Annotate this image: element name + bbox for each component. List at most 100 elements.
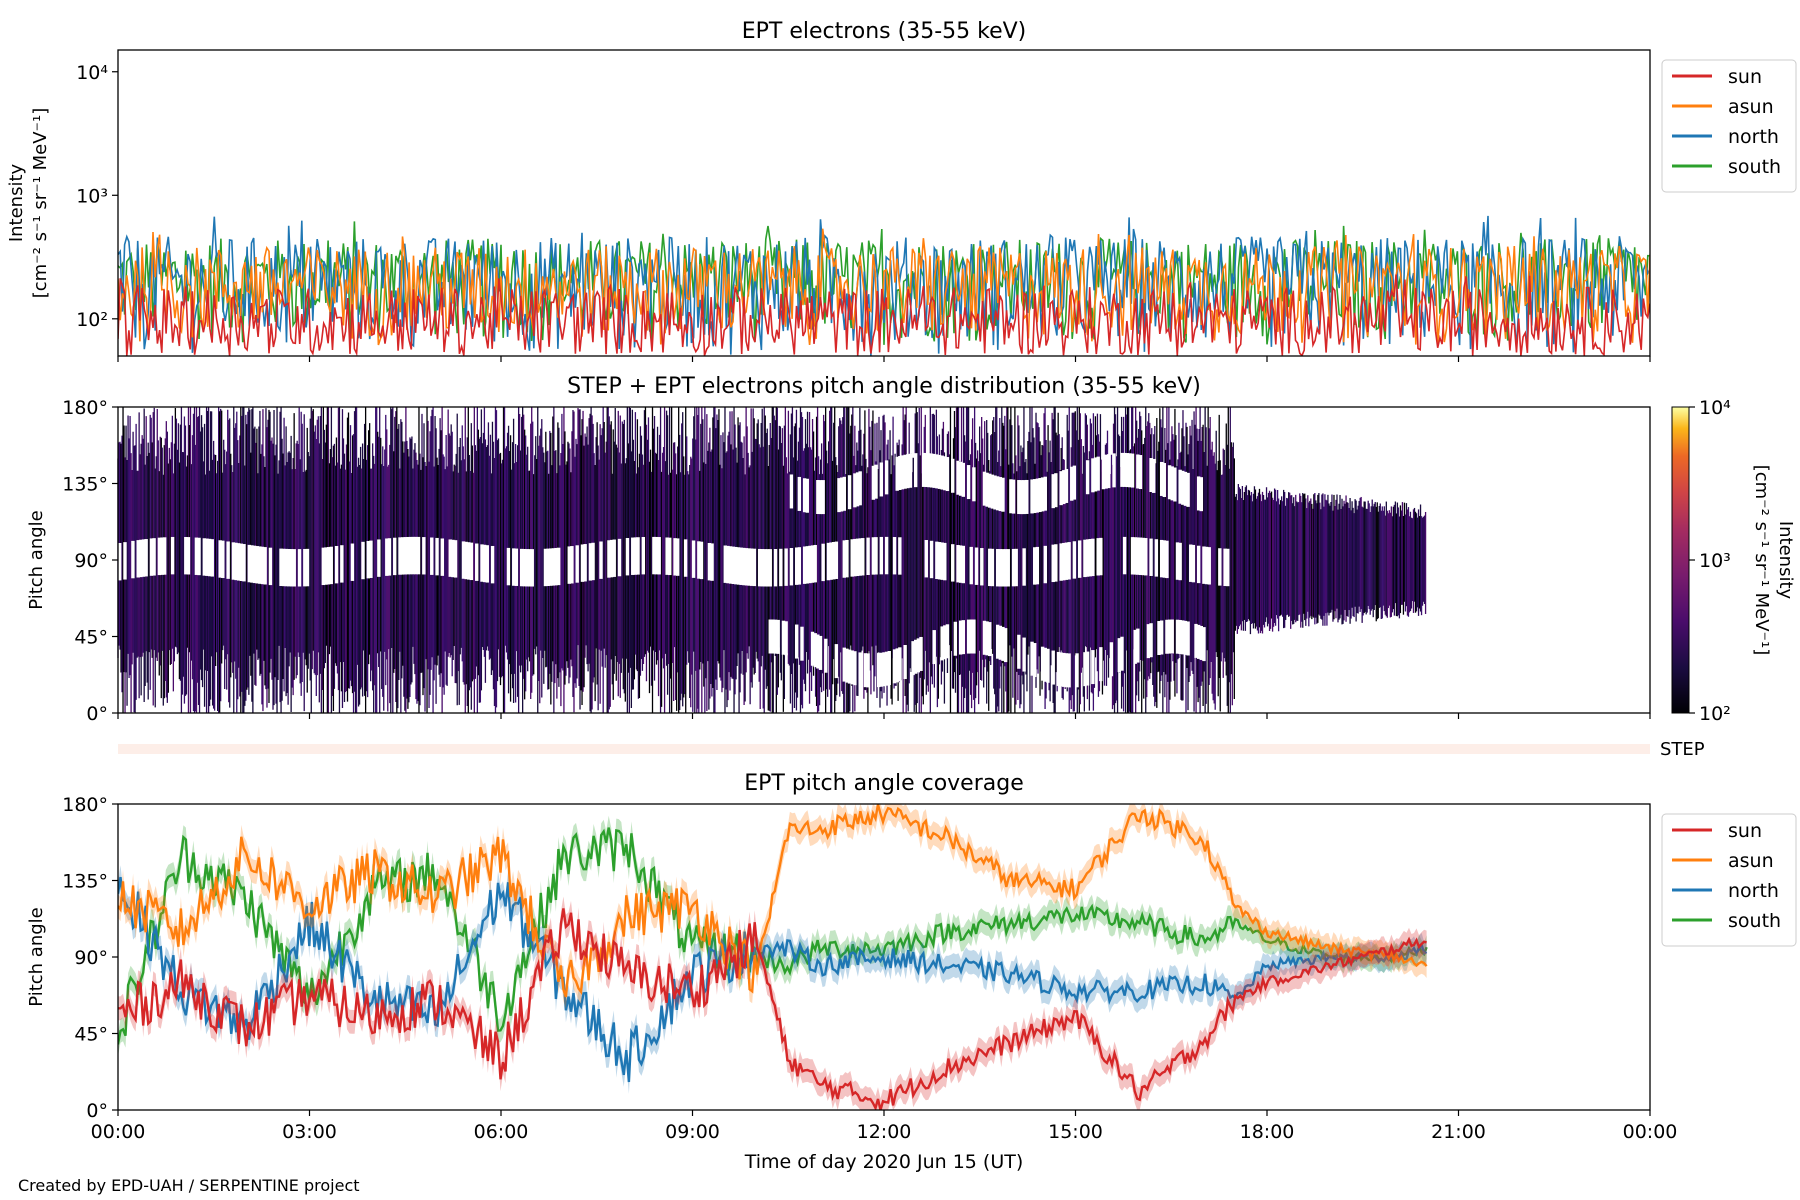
pad-gap — [1030, 479, 1034, 514]
pad-gap — [1157, 621, 1161, 656]
pad-gap — [990, 548, 995, 587]
pad-gap — [781, 620, 786, 655]
pad-gap — [747, 548, 751, 586]
pad-gap — [784, 548, 788, 586]
pad-gap — [813, 633, 817, 668]
pad-gap — [1001, 549, 1005, 587]
pad-gap — [1178, 469, 1182, 504]
pad-gap — [958, 545, 963, 583]
intensity-panel: EPT electrons (35-55 keV) 10² 10³ 10⁴ Inte… — [6, 19, 1797, 362]
pad-gap — [1136, 454, 1140, 489]
pad-gap — [932, 453, 936, 488]
pad-gap — [808, 545, 812, 584]
pad-gap — [972, 619, 976, 654]
legend-frame — [1661, 813, 1797, 947]
pad-gap — [1030, 641, 1034, 676]
pad-gap — [1062, 542, 1066, 581]
pad-gap — [570, 546, 574, 584]
pad-gap — [898, 537, 902, 575]
panel2-ytick-label: 0° — [86, 703, 108, 725]
pad-gap — [736, 547, 741, 585]
pad-gap — [599, 541, 603, 579]
pad-gap — [1120, 636, 1124, 671]
pad-gap — [226, 541, 230, 579]
pad-gap — [184, 536, 188, 575]
pad-gap — [723, 545, 727, 583]
pad-gap — [903, 454, 907, 489]
pad-gap — [921, 452, 926, 487]
pad-gap — [699, 541, 704, 580]
panel1-ylabel: Intensity — [6, 163, 27, 242]
pad-gap — [845, 539, 849, 578]
pad-gap — [1043, 647, 1047, 682]
panel2-ytick-label: 135° — [62, 474, 108, 496]
pad-gap — [802, 546, 807, 584]
pad-gap — [411, 536, 415, 575]
pad-gap — [554, 547, 558, 586]
pad-gap — [652, 536, 656, 575]
pitch-angle-coverage-panel: EPT pitch angle coverage 0° 45° 90° 135° 180… — [26, 771, 1797, 1173]
pad-gap — [858, 538, 862, 576]
pad-gap — [1149, 458, 1153, 493]
pad-gap — [1064, 468, 1069, 503]
pad-gap — [995, 476, 1000, 511]
pad-gap — [988, 548, 992, 587]
pad-gap — [118, 543, 122, 581]
pad-gap — [1202, 546, 1206, 584]
pad-gap — [284, 548, 289, 587]
pad-gap — [958, 461, 963, 496]
pad-gap — [186, 537, 191, 575]
pad-gap — [1226, 548, 1230, 587]
pad-gap — [943, 542, 947, 581]
pad-gap — [816, 634, 820, 669]
pad-gap — [1138, 537, 1143, 575]
pad-gap — [773, 619, 778, 654]
panel3-ytick-label: 135° — [62, 871, 108, 893]
panel3-xtick-label: 18:00 — [1240, 1121, 1295, 1143]
pad-gap — [482, 544, 487, 583]
pad-gap — [197, 537, 201, 576]
pad-gap — [258, 546, 262, 584]
pad-gap — [1183, 620, 1188, 655]
pad-gap — [607, 540, 611, 578]
pad-gap — [1170, 619, 1174, 654]
pad-gap — [797, 547, 802, 585]
pad-gap — [937, 454, 942, 489]
pad-gap — [1091, 458, 1095, 493]
pad-gap — [834, 644, 839, 679]
pad-gap — [1207, 547, 1211, 585]
step-bar — [118, 744, 1650, 754]
pad-gap — [980, 548, 984, 586]
pad-gap — [1085, 651, 1090, 686]
pad-gap — [1017, 480, 1021, 515]
legend-frame — [1661, 59, 1797, 193]
pad-gap — [919, 636, 923, 671]
pad-gap — [824, 638, 828, 673]
pad-gap — [1199, 625, 1204, 660]
pad-gap — [131, 540, 135, 579]
pad-gap — [855, 538, 860, 577]
series-line-sun — [118, 274, 1650, 356]
pad-gap — [1062, 652, 1066, 687]
pad-gap — [961, 462, 966, 497]
pad-gap — [422, 537, 426, 575]
pad-gap — [480, 544, 484, 582]
pad-gap — [914, 453, 918, 488]
panel3-xtick-label: 06:00 — [474, 1121, 529, 1143]
pad-gap — [292, 549, 296, 587]
pad-gap — [625, 538, 630, 576]
pad-gap — [1017, 634, 1021, 669]
pad-gap — [853, 651, 857, 686]
pad-gap — [956, 545, 960, 583]
pad-gap — [911, 641, 915, 676]
pad-gap — [1077, 540, 1082, 578]
pad-gap — [617, 538, 622, 577]
pad-gap — [1014, 548, 1018, 587]
pad-gap — [1035, 546, 1040, 585]
pad-gap — [839, 477, 844, 512]
series-line-sun — [118, 908, 1427, 1110]
pad-gap — [1003, 549, 1008, 587]
pad-gap — [591, 542, 595, 581]
pad-gap — [818, 480, 823, 515]
